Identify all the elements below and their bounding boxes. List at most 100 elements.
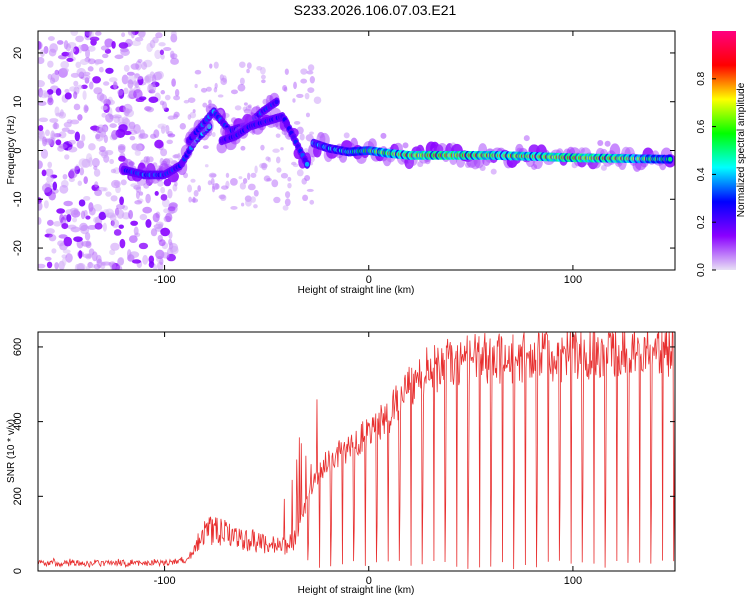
spectrogram-blob xyxy=(155,71,164,80)
spectrogram-blob xyxy=(57,240,65,247)
spectrogram-blob xyxy=(600,164,607,171)
spectrogram-blob xyxy=(70,31,79,36)
spectrogram-blob xyxy=(211,185,216,193)
spectrogram-blob xyxy=(100,45,109,51)
spectrogram-blob xyxy=(123,87,129,95)
spectrogram-blob xyxy=(108,77,118,83)
colorbar-label: Normalized spectral amplitude xyxy=(736,82,747,217)
snr-y-label: SNR (10 * v/v) xyxy=(6,419,17,483)
snr-y-ticks: 0 200 400 600 xyxy=(12,338,675,574)
spectrogram-blob xyxy=(131,259,142,264)
spectrogram-blob xyxy=(110,242,120,251)
spectrogram-blob xyxy=(130,183,139,188)
spectrogram-blob xyxy=(166,139,173,145)
spectrogram-blob xyxy=(67,146,78,153)
spectrogram-blob xyxy=(211,132,216,138)
spectrogram-blob xyxy=(45,228,55,235)
spectrogram-blob xyxy=(102,53,109,59)
spectrogram-blob xyxy=(68,168,78,179)
spectrogram-y-tick-label: 0 xyxy=(12,147,24,153)
spectrogram-blob xyxy=(284,198,291,207)
spectrogram-blob xyxy=(153,129,160,138)
spectrogram-blob xyxy=(161,252,170,259)
spectrogram-blob xyxy=(94,222,103,230)
spectrogram-blob xyxy=(53,221,62,227)
spectrogram-blob xyxy=(190,178,196,183)
spectrogram-blob xyxy=(287,176,292,182)
spectrogram-blob xyxy=(70,47,76,53)
spectrogram-blob xyxy=(88,81,94,90)
spectrogram-blob xyxy=(160,194,168,201)
spectrogram-blob xyxy=(127,125,135,132)
spectrogram-blob xyxy=(82,253,93,259)
spectrogram-blob xyxy=(58,131,67,139)
spectrogram-blob xyxy=(238,176,243,180)
spectrogram-blob xyxy=(129,251,140,258)
spectrogram-blob xyxy=(171,78,176,87)
spectrogram-blob xyxy=(159,49,165,56)
spectrogram-blob xyxy=(60,60,70,69)
spectrogram-blob xyxy=(239,77,245,85)
spectrogram-blob xyxy=(104,149,114,156)
spectrogram-blob xyxy=(306,70,314,75)
spectrogram-blob xyxy=(100,261,106,266)
spectrogram-blob xyxy=(217,94,224,98)
spectrogram-blob xyxy=(165,212,173,223)
spectrogram-blob xyxy=(148,261,155,268)
spectrogram-blob xyxy=(164,94,171,101)
spectrogram-blob xyxy=(245,105,252,112)
spectrogram-blob xyxy=(139,129,145,139)
spectrogram-blob xyxy=(41,136,48,147)
snr-y-tick-label: 600 xyxy=(12,338,24,356)
spectrogram-blob xyxy=(299,133,305,141)
spectrogram-blob xyxy=(66,213,72,223)
spectrogram-blob xyxy=(123,64,130,72)
snr-x-tick-label: -100 xyxy=(154,575,176,587)
spectrogram-blob xyxy=(292,98,296,103)
spectrogram-blob xyxy=(256,66,263,71)
spectrogram-blob xyxy=(105,191,112,197)
colorbar-ticks: 0.0 0.2 0.4 0.6 0.8 xyxy=(696,71,716,277)
spectrogram-blob xyxy=(307,64,315,72)
spectrogram-blob xyxy=(240,145,246,151)
spectrogram-blob xyxy=(67,224,77,230)
spectrogram-blob xyxy=(87,224,97,230)
spectrogram-blob xyxy=(109,214,117,221)
spectrogram-blob xyxy=(73,80,79,87)
spectrogram-blob xyxy=(63,121,72,128)
spectrogram-blob xyxy=(110,168,117,174)
spectrogram-blob xyxy=(300,78,308,84)
spectrogram-blob xyxy=(160,148,168,157)
spectrogram-blob xyxy=(254,165,258,174)
spectrogram-blob xyxy=(148,96,159,103)
spectrogram-blob xyxy=(76,67,86,78)
spectrogram-blob xyxy=(111,219,120,228)
spectrogram-blob xyxy=(479,164,486,171)
spectrogram-blob xyxy=(131,40,142,47)
spectrogram-blob xyxy=(50,72,60,83)
spectrogram-blob xyxy=(191,198,199,203)
spectrogram-blob xyxy=(667,156,673,162)
spectrogram-blob xyxy=(111,41,116,49)
spectrogram-blob xyxy=(98,66,104,73)
spectrogram-blob xyxy=(230,178,238,186)
spectrogram-y-label: Frequency (Hz) xyxy=(6,116,17,185)
spectrogram-blob xyxy=(160,90,166,95)
spectrogram-blob xyxy=(85,240,92,249)
spectrogram-blob xyxy=(93,263,101,270)
spectrogram-blob xyxy=(120,179,127,186)
spectrogram-blob xyxy=(123,107,130,117)
spectrogram-blob xyxy=(194,83,198,89)
spectrogram-blob xyxy=(47,60,54,68)
snr-y-tick-label: 0 xyxy=(12,568,24,574)
spectrogram-blob xyxy=(117,257,125,265)
spectrogram-blob xyxy=(132,143,143,152)
spectrogram-blob xyxy=(193,189,199,197)
spectrogram-blob xyxy=(160,227,171,237)
spectrogram-x-tick-label: -100 xyxy=(154,274,176,286)
spectrogram-blob xyxy=(215,183,219,190)
spectrogram-blob xyxy=(64,92,72,100)
spectrogram-blob xyxy=(73,103,81,111)
spectrogram-blob xyxy=(63,236,73,247)
